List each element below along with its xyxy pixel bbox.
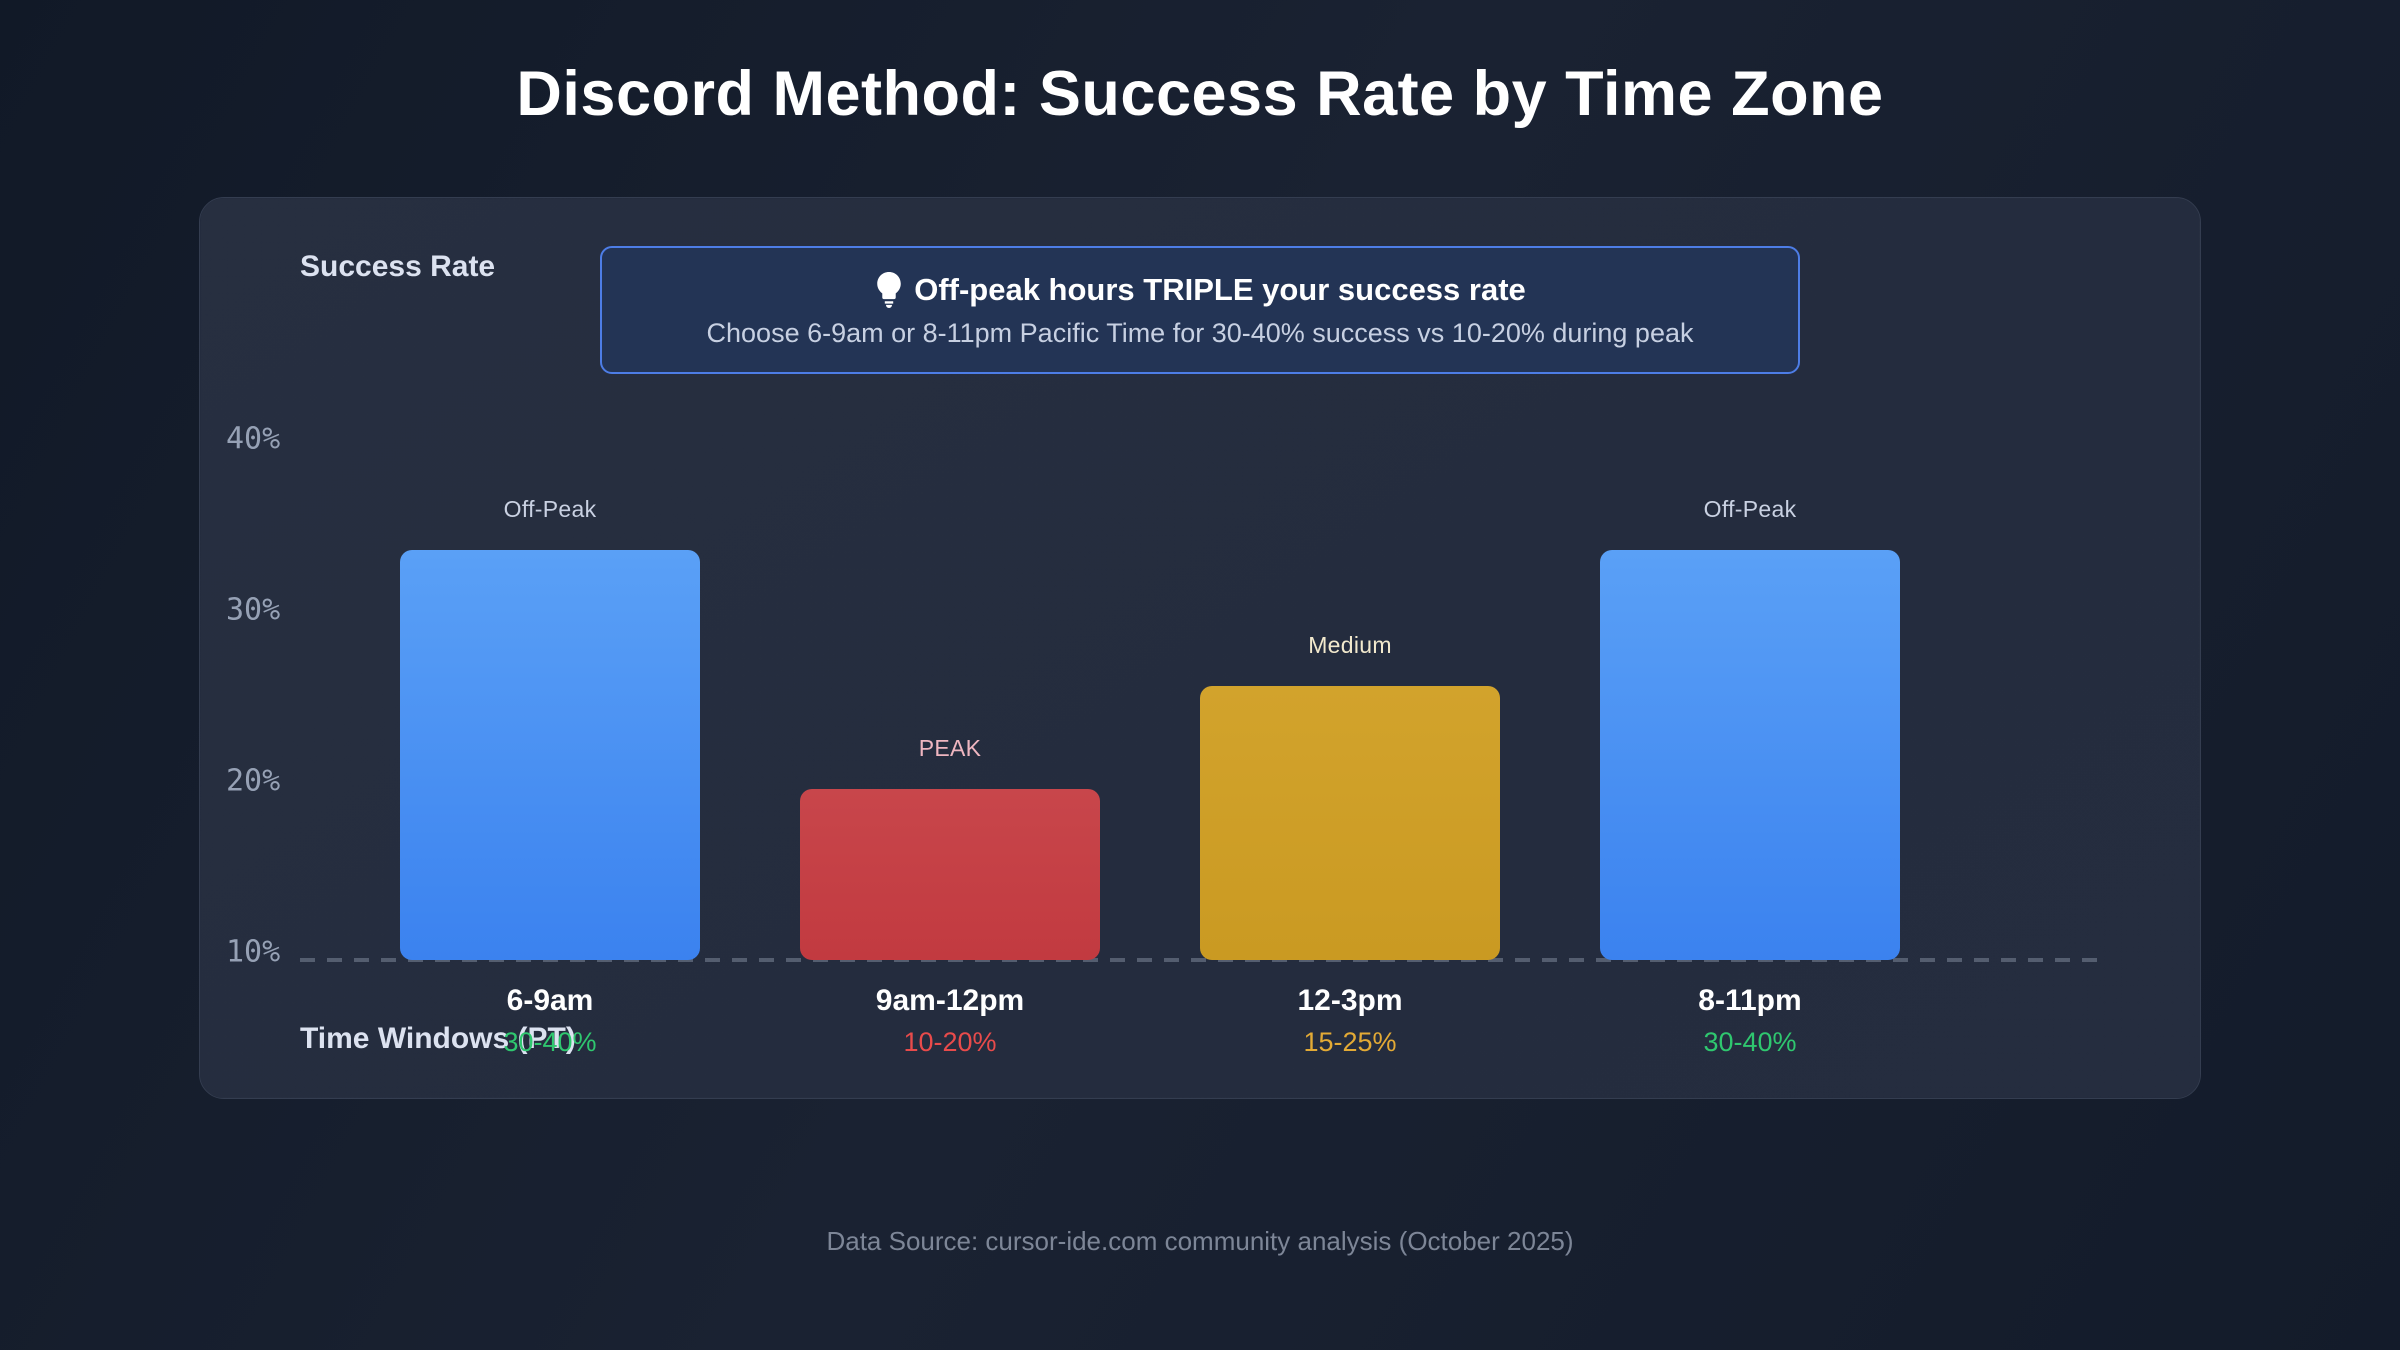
x-tick-label: 8-11pm	[1698, 984, 1802, 1017]
chart-title: Discord Method: Success Rate by Time Zon…	[516, 59, 1884, 129]
insight-callout: Off-peak hours TRIPLE your success rate …	[600, 246, 1800, 374]
bar-tag-label: PEAK	[918, 735, 982, 761]
x-tick-label: 12-3pm	[1297, 984, 1403, 1017]
y-tick-label-20: 20%	[226, 763, 281, 799]
x-tick-label: 9am-12pm	[875, 984, 1025, 1017]
dashed-baseline	[300, 958, 2105, 962]
bar-tag-label: Off-Peak	[503, 496, 597, 522]
callout-heading-text: Off-peak hours TRIPLE your success rate	[914, 271, 1526, 307]
bar-9am-12pm	[800, 789, 1100, 960]
y-axis-title: Success Rate	[300, 250, 496, 283]
range-label: 30-40%	[503, 1027, 597, 1057]
range-label: 15-25%	[1303, 1027, 1397, 1057]
y-tick-label-10: 10%	[226, 934, 281, 970]
y-tick-label-30: 30%	[226, 592, 281, 628]
range-label: 10-20%	[903, 1027, 997, 1057]
x-axis-title: Time Windows (PT)	[300, 1022, 576, 1055]
bar-6-9am	[400, 550, 700, 960]
bar-tag-label: Medium	[1308, 632, 1392, 658]
bar-12-3pm	[1200, 686, 1500, 960]
range-label: 30-40%	[1703, 1027, 1797, 1057]
callout-subtext: Choose 6-9am or 8-11pm Pacific Time for …	[706, 317, 1694, 348]
x-tick-label: 6-9am	[506, 984, 594, 1017]
bar-8-11pm	[1600, 550, 1900, 960]
footer-source-text: Data Source: cursor-ide.com community an…	[826, 1226, 1574, 1256]
bar-tag-label: Off-Peak	[1703, 496, 1797, 522]
callout-heading: Off-peak hours TRIPLE your success rate	[874, 271, 1526, 308]
y-tick-label-40: 40%	[226, 421, 281, 457]
lightbulb-icon	[877, 271, 901, 308]
